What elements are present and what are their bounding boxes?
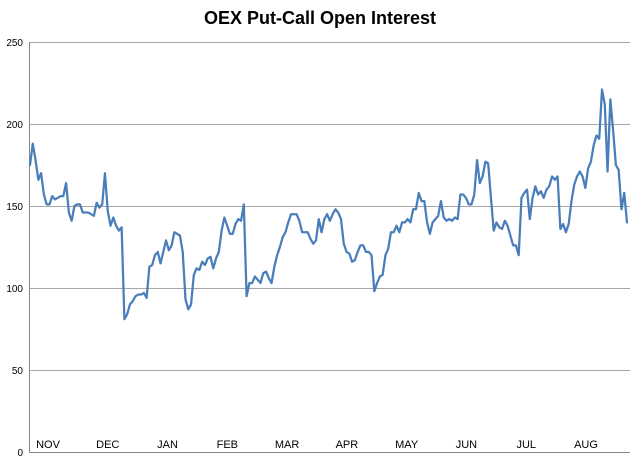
series-line-0 — [28, 88, 629, 321]
y-tick-label-150: 150 — [6, 202, 23, 213]
chart-title: OEX Put-Call Open Interest — [203, 8, 437, 28]
x-tick-label-jun: JUN — [456, 439, 477, 451]
y-tick-label-200: 200 — [6, 120, 23, 131]
x-tick-label-mar: MAR — [275, 439, 300, 451]
y-tick-label-250: 250 — [6, 38, 23, 49]
y-tick-label-0: 0 — [17, 448, 23, 459]
x-tick-label-apr: APR — [336, 439, 359, 451]
x-tick-label-jul: JUL — [516, 439, 536, 451]
x-tick-label-aug: AUG — [574, 439, 598, 451]
x-tick-label-nov: NOV — [36, 439, 61, 451]
x-tick-label-jan: JAN — [157, 439, 178, 451]
y-tick-label-100: 100 — [6, 284, 23, 295]
y-tick-label-50: 50 — [12, 366, 24, 377]
x-tick-label-feb: FEB — [217, 439, 238, 451]
x-tick-label-dec: DEC — [96, 439, 119, 451]
x-tick-label-may: MAY — [395, 439, 419, 451]
